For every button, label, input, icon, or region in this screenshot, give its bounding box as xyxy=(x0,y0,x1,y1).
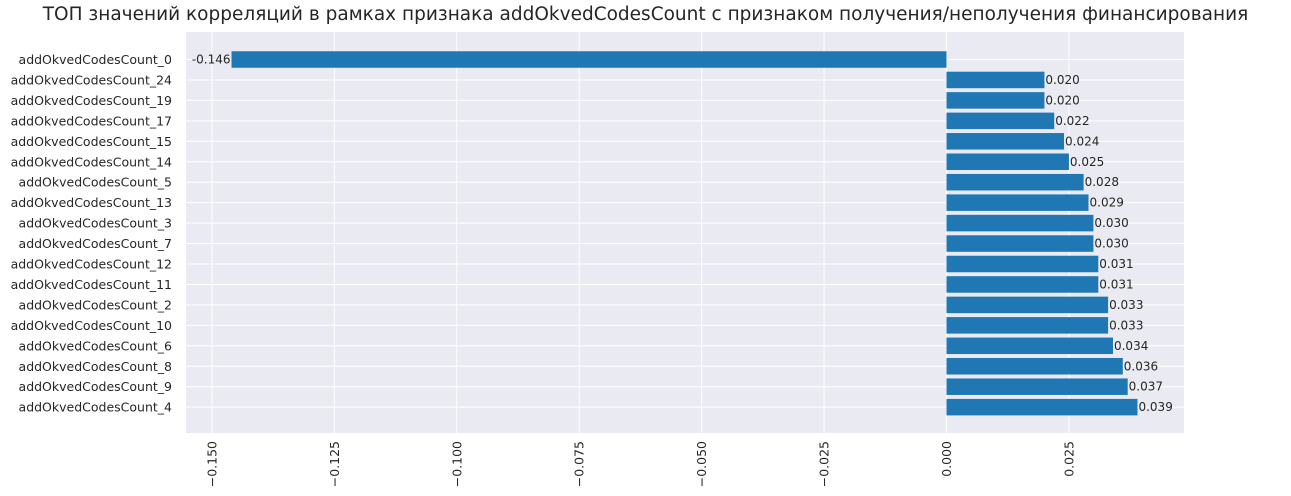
y-tick-label: addOkvedCodesCount_14 xyxy=(11,154,172,169)
y-tick-label: addOkvedCodesCount_10 xyxy=(11,318,172,333)
data-label: 0.025 xyxy=(1070,155,1104,169)
bar xyxy=(946,173,1084,191)
y-tick-label: addOkvedCodesCount_12 xyxy=(11,257,172,272)
data-label: 0.020 xyxy=(1045,93,1079,107)
bar xyxy=(231,51,947,68)
bar xyxy=(946,71,1045,89)
bar xyxy=(946,317,1109,334)
data-label: 0.033 xyxy=(1109,298,1143,312)
y-tick-label: addOkvedCodesCount_6 xyxy=(19,338,173,353)
data-label: 0.037 xyxy=(1129,380,1163,394)
bar xyxy=(946,235,1094,252)
bar xyxy=(946,214,1094,232)
bar xyxy=(946,296,1109,314)
data-label: 0.033 xyxy=(1109,318,1143,332)
bar xyxy=(946,153,1069,170)
bar xyxy=(946,276,1099,293)
data-label: 0.020 xyxy=(1045,73,1079,87)
bar xyxy=(946,378,1128,395)
bar xyxy=(946,92,1045,109)
y-tick-label: addOkvedCodesCount_11 xyxy=(11,277,172,292)
x-tick-label: 0.000 xyxy=(939,441,954,477)
y-tick-label: addOkvedCodesCount_15 xyxy=(11,134,172,149)
x-tick-label: −0.150 xyxy=(204,441,219,487)
data-label: 0.030 xyxy=(1094,237,1128,251)
bar xyxy=(946,337,1113,355)
y-tick-label: addOkvedCodesCount_19 xyxy=(11,93,172,108)
bars xyxy=(231,51,1138,416)
y-tick-label: addOkvedCodesCount_7 xyxy=(19,236,172,251)
data-label: 0.028 xyxy=(1085,175,1119,189)
x-tick-label: 0.025 xyxy=(1061,441,1076,477)
chart-title: ТОП значений корреляций в рамках признак… xyxy=(42,4,1249,25)
y-tick-label: addOkvedCodesCount_3 xyxy=(19,216,172,231)
y-tick-label: addOkvedCodesCount_5 xyxy=(19,175,172,190)
data-label: 0.030 xyxy=(1094,216,1128,230)
data-label: -0.146 xyxy=(192,53,231,67)
y-tick-label: addOkvedCodesCount_8 xyxy=(19,359,173,374)
y-tick-label: addOkvedCodesCount_13 xyxy=(11,195,172,210)
bar xyxy=(946,194,1089,211)
data-label: 0.034 xyxy=(1114,339,1148,353)
bar xyxy=(946,133,1065,150)
data-label: 0.039 xyxy=(1138,400,1172,414)
data-labels: -0.146 0.020 0.020 0.022 0.024 0.025 0.028 0.02… xyxy=(192,53,1173,415)
data-label: 0.036 xyxy=(1124,359,1158,373)
y-tick-label: addOkvedCodesCount_17 xyxy=(11,113,172,128)
x-tick-label: −0.075 xyxy=(572,441,587,487)
data-label: 0.024 xyxy=(1065,134,1099,148)
y-tick-label: addOkvedCodesCount_4 xyxy=(19,400,173,415)
y-tick-label: addOkvedCodesCount_9 xyxy=(19,379,173,394)
bar xyxy=(946,358,1123,375)
x-axis-tick-labels: −0.150 −0.125 −0.100 −0.075 −0.050 −0.025 0.00… xyxy=(204,441,1076,487)
y-tick-label: addOkvedCodesCount_24 xyxy=(11,72,172,87)
data-label: 0.031 xyxy=(1099,257,1133,271)
data-label: 0.029 xyxy=(1090,196,1124,210)
y-tick-label: addOkvedCodesCount_2 xyxy=(19,297,172,312)
y-tick-label: addOkvedCodesCount_0 xyxy=(19,52,173,67)
y-axis-labels: addOkvedCodesCount_0 addOkvedCodesCount_2… xyxy=(11,52,172,415)
data-label: 0.031 xyxy=(1099,277,1133,291)
x-tick-label: −0.025 xyxy=(817,441,832,487)
x-tick-label: −0.125 xyxy=(327,441,342,487)
bar xyxy=(946,398,1138,416)
x-tick-label: −0.100 xyxy=(449,441,464,487)
bar xyxy=(946,112,1055,130)
x-tick-label: −0.050 xyxy=(694,441,709,487)
data-label: 0.022 xyxy=(1055,114,1089,128)
bar xyxy=(946,255,1099,273)
